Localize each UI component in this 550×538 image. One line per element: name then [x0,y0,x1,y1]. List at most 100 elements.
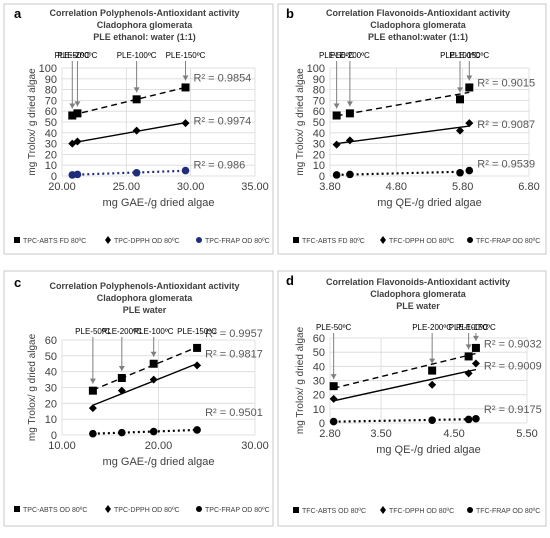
chart-panel-a: a Correlation Polyphenols-Antioxidant act… [3,3,274,255]
chart-title-line: Correlation Flavonoids-Antioxidant activ… [326,277,510,287]
legend-marker-square [293,237,299,243]
annotation-label: PLE-150ºC [166,51,206,60]
data-point-diamond [471,359,480,368]
y-tick-label: 60 [45,106,57,118]
r2-label: R² = 0.9539 [477,159,535,171]
chart-title-line: Cladophora glomerata [97,293,194,303]
data-point-diamond [456,126,465,135]
annotation-label: PLE-150ºC [177,327,217,336]
legend-marker-circle [196,237,202,243]
annotation-arrow-head [466,75,473,81]
data-point-circle [73,170,82,179]
legend-label: TFC-ABTS OD 80ºC [302,508,366,515]
x-tick-label: 20.00 [145,440,173,452]
y-tick-label: 90 [45,74,57,86]
chart-title-line: PLE water [396,301,440,311]
x-tick-label: 30.00 [241,440,269,452]
y-axis-label: mg Trolox/ g dried algae [27,68,38,176]
y-tick-label: 0 [51,171,57,183]
data-point-square [193,343,202,352]
chart-panel-d: d Correlation Flavonoids-Antioxidant acti… [277,270,547,527]
annotation-label: PLE-200ºC [412,323,452,332]
data-point-circle [456,168,464,177]
data-point-square [117,374,126,382]
x-tick-label: 3.50 [370,428,391,440]
annotation-arrow-head [118,366,125,371]
legend-marker-diamond [105,505,111,513]
legend-marker-diamond [380,506,386,514]
data-point-circle [329,417,338,426]
r2-label: R² = 0.9957 [205,328,263,340]
data-point-diamond [428,380,437,389]
chart-title-line: PLE water [123,305,167,315]
trendline-square [92,346,198,391]
x-tick-label: 4.80 [386,181,407,193]
legend-marker-square [14,506,20,512]
data-point-diamond [181,119,190,128]
data-point-square [88,386,97,395]
legend-label: TFC-FRAP OD 80ºC [476,508,540,515]
x-tick-label: 5.80 [452,181,473,193]
y-tick-label: 30 [313,139,325,151]
annotation-arrow-head [69,103,76,109]
y-tick-label: 80 [45,85,57,97]
legend-label: TPC-ABTS FD 80ºC [23,238,86,245]
x-tick-label: 4.50 [443,428,464,440]
y-tick-label: 10 [45,414,57,426]
data-point-diamond [329,394,338,403]
legend-label: TFC-DPPH OD 80ºC [389,238,454,245]
annotation-arrow-head [182,75,189,81]
y-tick-label: 50 [45,117,57,129]
annotation-label: PLE-100ºC [134,327,174,336]
y-tick-label: 100 [39,63,57,75]
trendline-circle [333,418,476,423]
trendline-circle [72,169,186,176]
y-tick-label: 30 [45,383,57,395]
y-tick-label: 60 [313,333,325,345]
y-tick-label: 0 [319,171,325,183]
r2-label: R² = 0.9817 [205,349,263,361]
y-tick-label: 50 [45,351,57,363]
annotation-arrow-head [133,87,140,93]
trendline-square [333,352,477,389]
annotation-label: PLE-100ºC [449,323,489,332]
annotation-arrow-head [346,101,353,107]
x-tick-label: 2.80 [319,428,340,440]
data-point-circle [465,166,474,175]
x-axis-label: mg GAE-/g dried algae [103,197,215,209]
r2-label: R² = 0.9175 [484,404,542,416]
trendline-circle [336,170,470,176]
legend-marker-circle [196,506,202,512]
data-point-circle [118,428,126,437]
annotation-arrow-head [472,335,479,341]
data-point-circle [472,414,480,423]
annotation-label: PLE-200ºC [102,327,142,336]
data-point-square [465,83,474,92]
y-tick-label: 40 [313,361,325,373]
y-tick-label: 20 [313,149,325,161]
y-tick-label: 30 [45,139,57,151]
trendline-diamond [72,121,186,144]
legend-label: TPC-FRAP OD 80ºC [205,238,270,245]
y-axis-label: mg Trolox/ g dried algae [295,68,306,176]
data-point-diamond [345,136,354,145]
legend-marker-diamond [380,236,386,244]
y-tick-label: 60 [45,335,57,347]
chart-panel-b: b Correlation Flavonoids-Antioxidant acti… [277,3,547,255]
y-tick-label: 10 [313,160,325,172]
x-tick-label: 10.00 [48,440,76,452]
data-point-square [456,95,465,104]
annotation-arrow-head [150,351,157,357]
chart-title-line: Correlation Polyphenols-Antioxidant acti… [49,8,239,18]
data-point-circle [428,416,436,424]
y-tick-label: 20 [45,149,57,161]
chart-title-line: Cladophora glomerata [97,20,194,30]
annotation-arrow-head [89,378,96,384]
legend-label: TPC-ABTS OD 80ºC [23,507,87,514]
x-tick-label: 35.00 [241,181,269,193]
x-tick-label: 30.00 [177,181,205,193]
annotation-label: PLE-150ºC [456,323,496,332]
panel-label: b [286,6,294,21]
annotation-label: PLE-50ºC [319,51,355,60]
y-tick-label: 90 [313,74,325,86]
